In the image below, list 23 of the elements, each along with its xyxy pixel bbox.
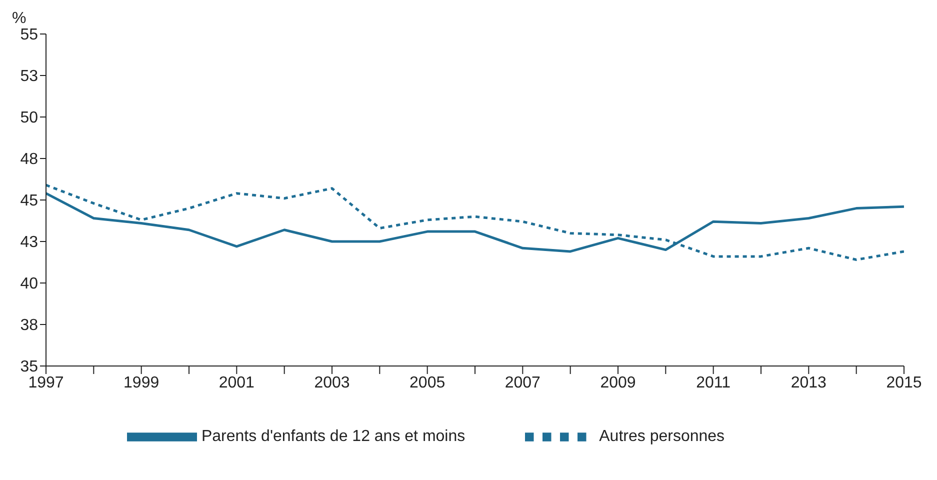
x-tick-label: 1999: [124, 374, 160, 392]
x-tick-label: 2015: [886, 374, 922, 392]
y-tick-label: 48: [20, 151, 38, 168]
y-tick-label: 35: [20, 358, 38, 376]
y-tick-label: 38: [20, 317, 38, 334]
x-tick-label: 2007: [504, 374, 541, 392]
x-tick-label: 2009: [600, 374, 636, 392]
y-tick-label: 55: [20, 26, 38, 44]
y-tick-label: 53: [20, 68, 38, 86]
legend-label: Autres personnes: [599, 428, 725, 446]
x-tick-label: 2001: [218, 374, 255, 392]
y-tick-label: 45: [20, 192, 38, 210]
line-series: [46, 184, 904, 262]
y-tick-label: 50: [20, 110, 38, 127]
y-tick-label: 40: [20, 276, 38, 293]
x-tick-label: 2003: [314, 374, 350, 392]
x-tick-label: 1997: [28, 374, 64, 392]
x-tick-label: 2005: [410, 374, 446, 392]
legend-label: Parents d'enfants de 12 ans et moins: [201, 428, 466, 446]
x-tick-label: 2013: [790, 374, 827, 392]
y-tick-label: 43: [20, 234, 38, 252]
y-axis-title: %: [12, 10, 26, 28]
x-tick-label: 2011: [696, 374, 731, 392]
